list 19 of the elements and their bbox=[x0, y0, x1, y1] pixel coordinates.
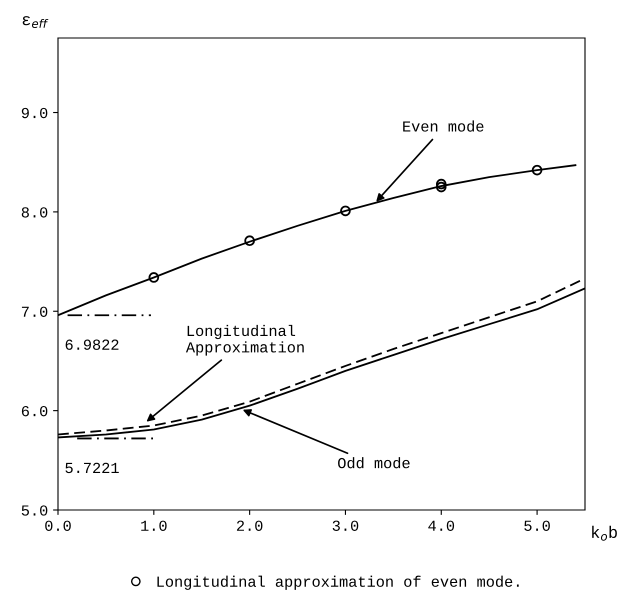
y-axis-title: ε$_{eff}$ bbox=[22, 16, 48, 28]
x-tick-label: 4.0 bbox=[428, 520, 454, 531]
annotation: 5.7221 bbox=[65, 462, 119, 474]
x-axis-title: k$_{o}$b bbox=[592, 526, 617, 541]
y-tick-label: 5.0 bbox=[22, 505, 48, 516]
annotation: 6.9822 bbox=[66, 340, 118, 350]
annotation: Longitudinal Approximation bbox=[186, 324, 304, 356]
x-tick-label: 1.0 bbox=[141, 520, 167, 531]
y-tick-label: 8.0 bbox=[22, 207, 48, 218]
y-tick-label: 7.0 bbox=[22, 306, 48, 317]
y-tick-label: 9.0 bbox=[22, 108, 48, 118]
x-tick-label: 2.0 bbox=[236, 520, 262, 531]
x-tick-label: 5.0 bbox=[524, 520, 550, 531]
x-tick-label: 3.0 bbox=[332, 520, 358, 531]
legend-label: Longitudinal approximation of even mode. bbox=[157, 576, 519, 590]
annotation: Even mode bbox=[403, 120, 484, 132]
x-tick-label: 0.0 bbox=[45, 520, 71, 531]
y-tick-label: 6.0 bbox=[22, 406, 48, 416]
annotation: Odd mode bbox=[338, 457, 410, 468]
